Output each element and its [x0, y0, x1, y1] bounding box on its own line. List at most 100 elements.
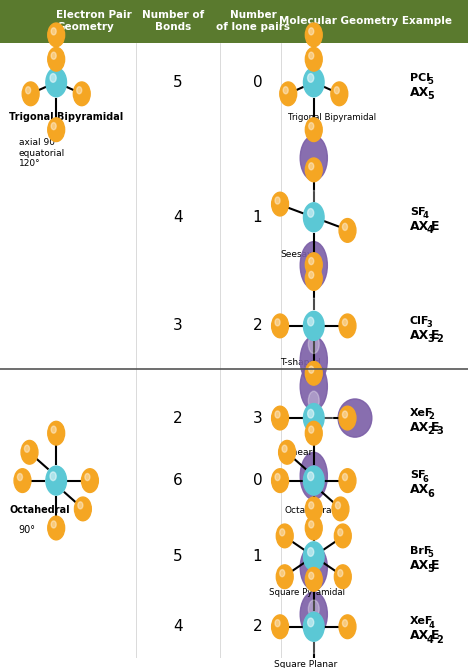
Circle shape — [305, 422, 322, 445]
Circle shape — [282, 445, 287, 452]
Text: T-shaped: T-shaped — [280, 357, 321, 367]
Circle shape — [50, 73, 56, 82]
Circle shape — [342, 319, 347, 326]
Text: 5: 5 — [428, 77, 433, 86]
Circle shape — [303, 542, 324, 570]
Circle shape — [308, 618, 314, 627]
Circle shape — [272, 615, 289, 639]
Ellipse shape — [309, 564, 319, 582]
Text: E: E — [431, 559, 439, 572]
Text: AX: AX — [410, 421, 429, 434]
Text: 6: 6 — [427, 489, 434, 499]
Text: 2: 2 — [428, 412, 434, 422]
Ellipse shape — [300, 592, 328, 637]
Circle shape — [332, 497, 349, 521]
Circle shape — [309, 521, 314, 528]
Circle shape — [308, 409, 314, 418]
Text: 2: 2 — [427, 426, 434, 436]
Ellipse shape — [309, 600, 319, 618]
Circle shape — [339, 469, 356, 492]
Circle shape — [305, 267, 322, 291]
Circle shape — [305, 497, 322, 521]
Circle shape — [305, 23, 322, 47]
Circle shape — [272, 469, 289, 492]
Text: 3: 3 — [426, 320, 432, 329]
Circle shape — [272, 192, 289, 216]
Circle shape — [275, 474, 280, 480]
Ellipse shape — [300, 452, 328, 500]
Ellipse shape — [309, 335, 319, 353]
Circle shape — [342, 411, 347, 418]
Ellipse shape — [300, 242, 328, 289]
Circle shape — [46, 68, 66, 97]
Circle shape — [272, 406, 289, 430]
Text: SF: SF — [410, 470, 425, 480]
Text: Linear: Linear — [284, 448, 312, 458]
Circle shape — [334, 524, 351, 548]
Circle shape — [280, 529, 285, 536]
Circle shape — [309, 502, 314, 509]
Circle shape — [280, 570, 285, 576]
Text: 90°: 90° — [19, 524, 36, 534]
Circle shape — [51, 28, 56, 35]
Text: 5: 5 — [427, 564, 434, 574]
Circle shape — [309, 271, 314, 279]
Circle shape — [25, 445, 29, 452]
Circle shape — [342, 474, 347, 480]
Text: AX: AX — [410, 484, 429, 496]
Circle shape — [305, 47, 322, 71]
Circle shape — [308, 548, 314, 556]
Circle shape — [308, 317, 314, 326]
Text: 5: 5 — [173, 75, 183, 90]
Circle shape — [18, 474, 22, 480]
Circle shape — [303, 68, 324, 97]
Text: 4: 4 — [427, 635, 434, 645]
Circle shape — [342, 620, 347, 627]
Circle shape — [309, 28, 314, 35]
Text: Seesaw: Seesaw — [280, 250, 315, 259]
Text: PCl: PCl — [410, 73, 430, 83]
Text: Trigonal Bipyramidal: Trigonal Bipyramidal — [288, 113, 376, 122]
Circle shape — [26, 87, 31, 94]
Circle shape — [339, 406, 356, 430]
Circle shape — [279, 440, 295, 464]
Text: AX: AX — [410, 559, 429, 572]
Ellipse shape — [300, 545, 328, 590]
Circle shape — [48, 47, 64, 71]
Circle shape — [336, 502, 340, 509]
Circle shape — [303, 203, 324, 232]
Text: XeF: XeF — [410, 617, 433, 627]
Circle shape — [50, 472, 56, 480]
Text: AX: AX — [410, 629, 429, 643]
Circle shape — [48, 23, 64, 47]
Text: 0: 0 — [253, 75, 263, 90]
Circle shape — [305, 361, 322, 385]
Text: 6: 6 — [173, 473, 183, 488]
Circle shape — [308, 472, 314, 480]
Circle shape — [51, 123, 56, 130]
Circle shape — [48, 118, 64, 142]
Circle shape — [303, 466, 324, 495]
Circle shape — [78, 502, 83, 509]
Circle shape — [334, 87, 339, 94]
Circle shape — [272, 314, 289, 338]
Circle shape — [14, 469, 31, 492]
Text: 3: 3 — [437, 426, 443, 436]
Text: 2: 2 — [253, 319, 263, 333]
Text: 5: 5 — [427, 550, 433, 560]
Circle shape — [275, 411, 280, 418]
Circle shape — [305, 662, 322, 668]
Circle shape — [22, 82, 39, 106]
Text: AX: AX — [410, 86, 429, 99]
Circle shape — [51, 521, 56, 528]
Text: SF: SF — [410, 207, 425, 217]
Text: Square Pyramidal: Square Pyramidal — [269, 588, 345, 597]
Text: AX: AX — [410, 329, 429, 341]
Circle shape — [303, 311, 324, 341]
Text: 3: 3 — [173, 319, 183, 333]
Circle shape — [48, 516, 64, 540]
Ellipse shape — [300, 363, 328, 410]
Text: Electron Pair
Geometry: Electron Pair Geometry — [56, 10, 132, 32]
Ellipse shape — [309, 426, 319, 445]
Text: 4: 4 — [427, 225, 434, 235]
